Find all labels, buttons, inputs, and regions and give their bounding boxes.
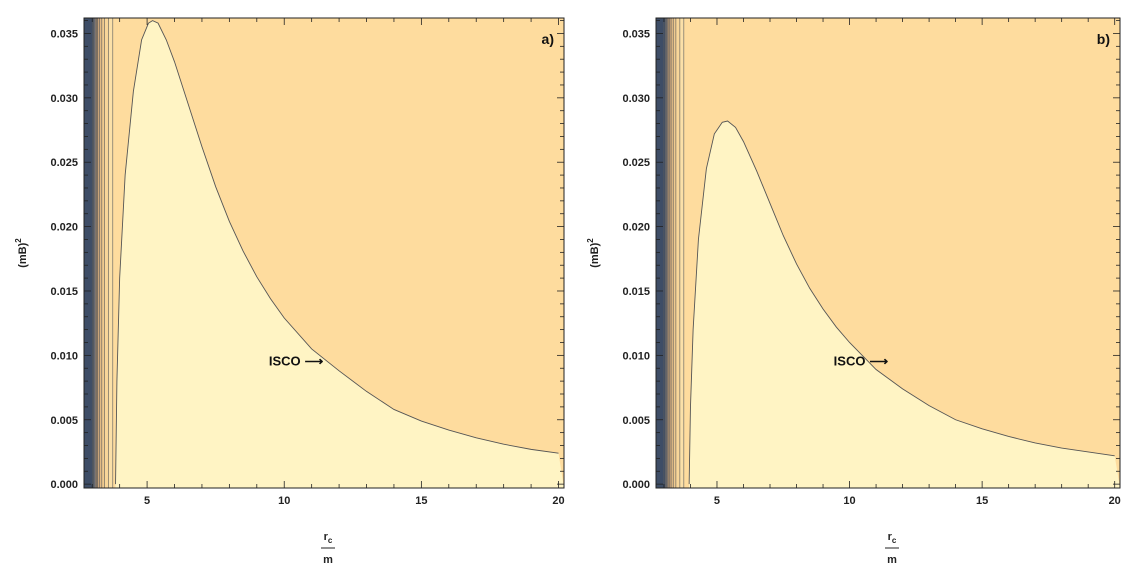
y-tick-label: 0.030 bbox=[622, 93, 650, 105]
y-tick-label: 0.000 bbox=[50, 479, 78, 491]
near-horizon-band bbox=[671, 18, 674, 488]
isco-annotation-text: ISCO bbox=[834, 354, 866, 369]
y-axis-label: (mB)2 bbox=[586, 238, 601, 268]
y-tick-label: 0.005 bbox=[622, 415, 650, 427]
near-horizon-band bbox=[93, 18, 95, 488]
near-horizon-band bbox=[99, 18, 102, 488]
near-horizon-band bbox=[101, 18, 105, 488]
near-horizon-band bbox=[679, 18, 684, 488]
near-horizon-band bbox=[675, 18, 680, 488]
y-tick-label: 0.015 bbox=[50, 286, 78, 298]
y-tick-label: 0.005 bbox=[50, 415, 78, 427]
isco-contour-line bbox=[688, 120, 1115, 485]
plot-area bbox=[656, 18, 1120, 488]
near-horizon-band bbox=[663, 18, 666, 488]
near-horizon-band bbox=[97, 18, 100, 488]
x-axis-label-denominator: m bbox=[887, 554, 897, 566]
panel-label: b) bbox=[1097, 31, 1110, 47]
near-horizon-band bbox=[666, 18, 668, 488]
x-tick-label: 15 bbox=[976, 495, 988, 507]
y-tick-label: 0.000 bbox=[622, 479, 650, 491]
y-tick-label: 0.025 bbox=[50, 157, 78, 169]
x-axis-label-denominator: m bbox=[323, 554, 333, 566]
panel-a: 5 10 15 20 0.000 0.005 0.010 0.015 0.020 0.025 0.0… bbox=[14, 17, 565, 566]
x-tick-label: 20 bbox=[1109, 495, 1121, 507]
x-axis-label-numerator: rc bbox=[888, 531, 897, 545]
y-tick-label: 0.030 bbox=[50, 93, 78, 105]
near-horizon-band bbox=[665, 18, 667, 488]
x-tick-label: 10 bbox=[278, 495, 290, 507]
x-tick-label: 20 bbox=[552, 495, 564, 507]
y-tick-label: 0.015 bbox=[622, 286, 650, 298]
y-tick-label: 0.020 bbox=[50, 222, 78, 234]
panel-label: a) bbox=[542, 31, 554, 47]
isco-annotation-arrow: ⟶ bbox=[869, 354, 888, 369]
x-tick-label: 5 bbox=[144, 495, 150, 507]
near-horizon-band bbox=[656, 18, 664, 488]
plot-frame bbox=[655, 17, 1121, 489]
near-horizon-band bbox=[104, 18, 109, 488]
x-axis-label-numerator: rc bbox=[324, 531, 333, 545]
y-tick-label: 0.010 bbox=[622, 350, 650, 362]
near-horizon-band bbox=[92, 18, 94, 488]
near-horizon-band bbox=[669, 18, 672, 488]
isco-annotation-arrow: ⟶ bbox=[305, 354, 324, 369]
y-tick-label: 0.010 bbox=[50, 350, 78, 362]
y-tick-label: 0.020 bbox=[622, 222, 650, 234]
x-tick-label: 5 bbox=[714, 495, 720, 507]
x-tick-label: 15 bbox=[415, 495, 427, 507]
y-axis-label: (mB)2 bbox=[14, 238, 29, 268]
near-horizon-band bbox=[96, 18, 98, 488]
y-tick-label: 0.035 bbox=[622, 28, 650, 40]
y-tick-label: 0.035 bbox=[50, 28, 78, 40]
near-horizon-band bbox=[673, 18, 676, 488]
inner-region bbox=[689, 121, 1120, 488]
near-horizon-band bbox=[94, 18, 97, 488]
y-tick-label: 0.025 bbox=[622, 157, 650, 169]
near-horizon-band bbox=[84, 18, 93, 488]
isco-contour-line bbox=[115, 20, 559, 485]
panel-b: 5 10 15 20 0.000 0.005 0.010 0.015 0.020 0.025 0.0… bbox=[586, 17, 1121, 566]
isco-annotation-text: ISCO bbox=[269, 354, 301, 369]
plot-frame bbox=[83, 17, 565, 489]
plot-area bbox=[84, 18, 564, 488]
x-tick-label: 10 bbox=[843, 495, 855, 507]
near-horizon-band bbox=[108, 18, 113, 488]
inner-region bbox=[115, 20, 564, 488]
near-horizon-band bbox=[667, 18, 670, 488]
